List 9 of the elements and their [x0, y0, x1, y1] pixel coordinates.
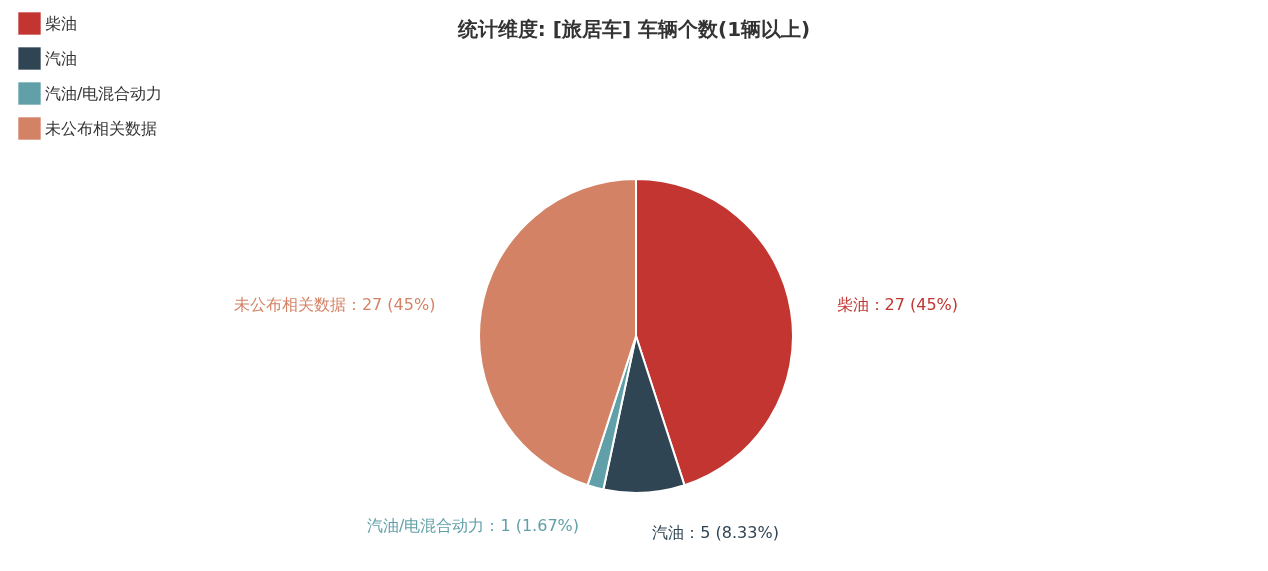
data-label: 柴油：27 (45%)	[836, 295, 959, 315]
legend-label: 汽油/电混合动力	[45, 83, 163, 103]
legend-label: 汽油	[45, 48, 77, 68]
data-label: 汽油：5 (8.33%)	[652, 522, 779, 542]
data-label: 汽油/电混合动力：1 (1.67%)	[367, 516, 580, 536]
data-label: 未公布相关数据：27 (45%)	[233, 295, 436, 315]
legend-label: 柴油	[45, 13, 77, 33]
legend-label: 未公布相关数据	[45, 118, 157, 138]
chart-title: 统计维度: [旅居车] 车辆个数(1辆以上)	[456, 17, 811, 41]
